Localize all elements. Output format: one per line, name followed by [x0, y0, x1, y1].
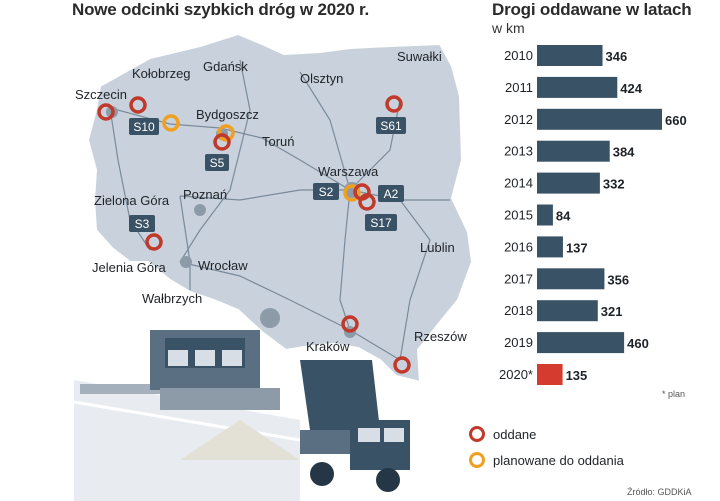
bar-category-label: 2014: [504, 176, 533, 191]
markers: [97, 95, 411, 374]
paver-machine: [150, 330, 280, 410]
city-label: Poznań: [183, 187, 227, 202]
legend-item-opened: oddane: [469, 426, 536, 442]
road-badge: S5: [205, 154, 229, 171]
plan-footnote: * plan: [662, 389, 686, 399]
marker-planned: [162, 114, 180, 132]
marker-opened: [129, 96, 147, 114]
bar-category-label: 2020*: [499, 367, 533, 382]
road-badge: S17: [365, 214, 397, 231]
legend-item-planned: planowane do oddania: [469, 452, 624, 468]
bar: [537, 332, 625, 354]
city-label: Szczecin: [75, 87, 127, 102]
city-label: Bydgoszcz: [196, 107, 259, 122]
road-label: S61: [380, 119, 402, 133]
road-badge: S10: [129, 118, 159, 135]
city-label: Kraków: [306, 339, 350, 354]
road-label: S10: [133, 120, 155, 134]
marker-opened: [145, 233, 163, 251]
bar: [537, 300, 598, 322]
legend-label: oddane: [493, 426, 537, 442]
marker-opened: [393, 356, 411, 374]
road-label: S3: [135, 217, 150, 231]
road-badge: S3: [129, 215, 155, 232]
legend-ring-red-icon: [469, 426, 485, 442]
marker-planned: [217, 124, 235, 142]
city-label: Jelenia Góra: [92, 260, 166, 275]
marker-opened: [341, 315, 359, 333]
bar: [537, 236, 563, 258]
road-label: S17: [370, 216, 392, 230]
chart-title: Drogi oddawane w latach: [492, 0, 692, 19]
city-label: Lublin: [420, 240, 455, 255]
bar-value-label: 84: [556, 209, 571, 224]
road-label: A2: [384, 187, 399, 201]
dump-truck: [300, 360, 410, 492]
city-label: Wałbrzych: [142, 291, 202, 306]
bar-category-label: 2016: [504, 239, 533, 254]
bar-value-label: 321: [601, 304, 623, 319]
marker-opened: [358, 193, 376, 211]
bar: [537, 172, 600, 194]
bar-value-label: 356: [607, 272, 629, 287]
bar-value-label: 135: [566, 368, 588, 383]
bar-category-label: 2011: [505, 80, 533, 95]
construction-illustration: [73, 330, 410, 501]
bar-value-label: 384: [613, 145, 635, 160]
marker-opened: [385, 95, 403, 113]
road-network: [109, 59, 450, 361]
legend-label: planowane do oddania: [493, 452, 624, 468]
bar: [537, 364, 563, 385]
marker-opened: [213, 133, 231, 151]
road-badge: S2: [313, 183, 339, 200]
city-label: Gdańsk: [203, 59, 248, 74]
marker-planned: [343, 184, 361, 202]
bar-category-label: 2017: [504, 271, 533, 286]
bar: [537, 268, 605, 290]
city-label: Wrocław: [198, 258, 248, 273]
marker-opened: [97, 103, 115, 121]
bar-category-label: 2013: [504, 144, 533, 159]
source-note: Źródło: GDDKiA: [627, 487, 692, 497]
bar-chart: 2010 346 2011 424 2012 660 2013 384 2014 332 2015 8…: [499, 45, 687, 385]
bar-value-label: 137: [566, 240, 588, 255]
bar-category-label: 2019: [504, 335, 533, 350]
city-label: Olsztyn: [300, 71, 343, 86]
city-label: Warszawa: [318, 164, 379, 179]
map-title: Nowe odcinki szybkich dróg w 2020 r.: [72, 0, 370, 19]
bar-value-label: 424: [620, 81, 642, 96]
bar-category-label: 2018: [504, 303, 533, 318]
road-label: S5: [210, 156, 225, 170]
city-label: Kołobrzeg: [132, 66, 191, 81]
city-label: Rzeszów: [414, 329, 467, 344]
road-label: S2: [319, 185, 334, 199]
bar-value-label: 460: [627, 336, 649, 351]
chart-unit: w km: [492, 20, 525, 36]
city-label: Zielona Góra: [94, 193, 170, 208]
bar-value-label: 332: [603, 177, 625, 192]
bar-value-label: 660: [665, 113, 687, 128]
bar-category-label: 2015: [504, 208, 533, 223]
bar: [537, 76, 618, 98]
road-badge: A2: [378, 185, 404, 202]
road-badge: S61: [376, 117, 406, 134]
bar-value-label: 346: [606, 49, 628, 64]
bar: [537, 204, 553, 226]
city-label: Toruń: [262, 134, 295, 149]
city-label: Suwałki: [397, 49, 442, 64]
bar-category-label: 2012: [504, 112, 533, 127]
bar: [537, 108, 662, 130]
bar: [537, 45, 603, 66]
bar-category-label: 2010: [504, 48, 533, 63]
bar: [537, 140, 610, 162]
legend-ring-orange-icon: [469, 452, 485, 468]
